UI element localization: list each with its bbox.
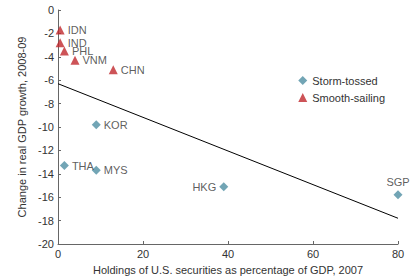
svg-text:PHL: PHL (71, 45, 94, 57)
svg-text:0: 0 (48, 4, 54, 16)
svg-text:-14: -14 (38, 168, 54, 180)
svg-text:HKG: HKG (192, 181, 216, 193)
svg-text:IDN: IDN (68, 24, 87, 36)
svg-text:SGP: SGP (386, 176, 409, 188)
svg-text:60: 60 (307, 248, 319, 260)
svg-text:-10: -10 (38, 121, 54, 133)
svg-text:0: 0 (55, 248, 61, 260)
svg-text:40: 40 (222, 248, 234, 260)
svg-text:THA: THA (72, 160, 95, 172)
svg-text:-4: -4 (44, 51, 54, 63)
svg-text:20: 20 (137, 248, 149, 260)
svg-text:80: 80 (392, 248, 404, 260)
svg-text:KOR: KOR (104, 119, 128, 131)
svg-text:IND: IND (67, 36, 87, 49)
svg-text:-2: -2 (44, 27, 54, 39)
svg-text:-8: -8 (44, 98, 54, 110)
svg-text:-18: -18 (38, 215, 54, 227)
svg-text:Smooth-sailing: Smooth-sailing (312, 92, 385, 104)
svg-text:Change in real GDP growth, 200: Change in real GDP growth, 2008-09 (16, 37, 28, 218)
svg-text:-20: -20 (38, 238, 54, 250)
svg-text:CHN: CHN (121, 64, 145, 76)
svg-text:Storm-tossed: Storm-tossed (312, 75, 377, 87)
svg-text:-6: -6 (44, 74, 54, 86)
svg-text:-12: -12 (38, 144, 54, 156)
svg-text:Holdings of U.S. securities as: Holdings of U.S. securities as percentag… (93, 264, 363, 276)
svg-text:-16: -16 (38, 191, 54, 203)
svg-text:MYS: MYS (104, 164, 128, 176)
svg-text:VNM: VNM (83, 54, 107, 66)
